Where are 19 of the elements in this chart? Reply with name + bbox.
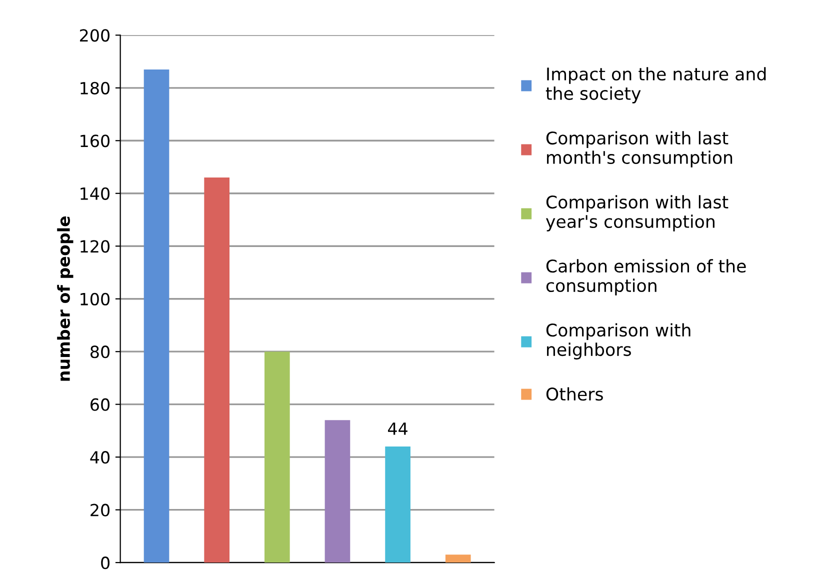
legend-label: Comparison with last year's consumption [546,195,728,232]
data-label: 44 [388,422,408,435]
y-tick-label: 20 [90,504,110,516]
y-tick-label: 80 [90,346,110,358]
y-tick-label: 0 [101,556,110,570]
y-tick-label: 160 [80,134,110,148]
y-tick-label: 120 [80,240,110,253]
y-tick-label: 40 [90,451,110,464]
y-axis-title: number of people [57,216,74,381]
y-tick-label: 60 [90,398,110,411]
y-tick-label: 200 [80,29,110,42]
legend-label: Others [546,387,603,401]
y-tick-label: 180 [80,82,110,94]
y-tick-label: 100 [80,292,110,306]
y-tick-label: 140 [80,187,110,200]
legend-label: Carbon emission of the consumption [546,259,746,296]
legend-label: Comparison with neighbors [546,323,690,360]
legend-label: Impact on the nature and the society [546,67,766,104]
legend-label: Comparison with last month's consumption [546,131,732,168]
